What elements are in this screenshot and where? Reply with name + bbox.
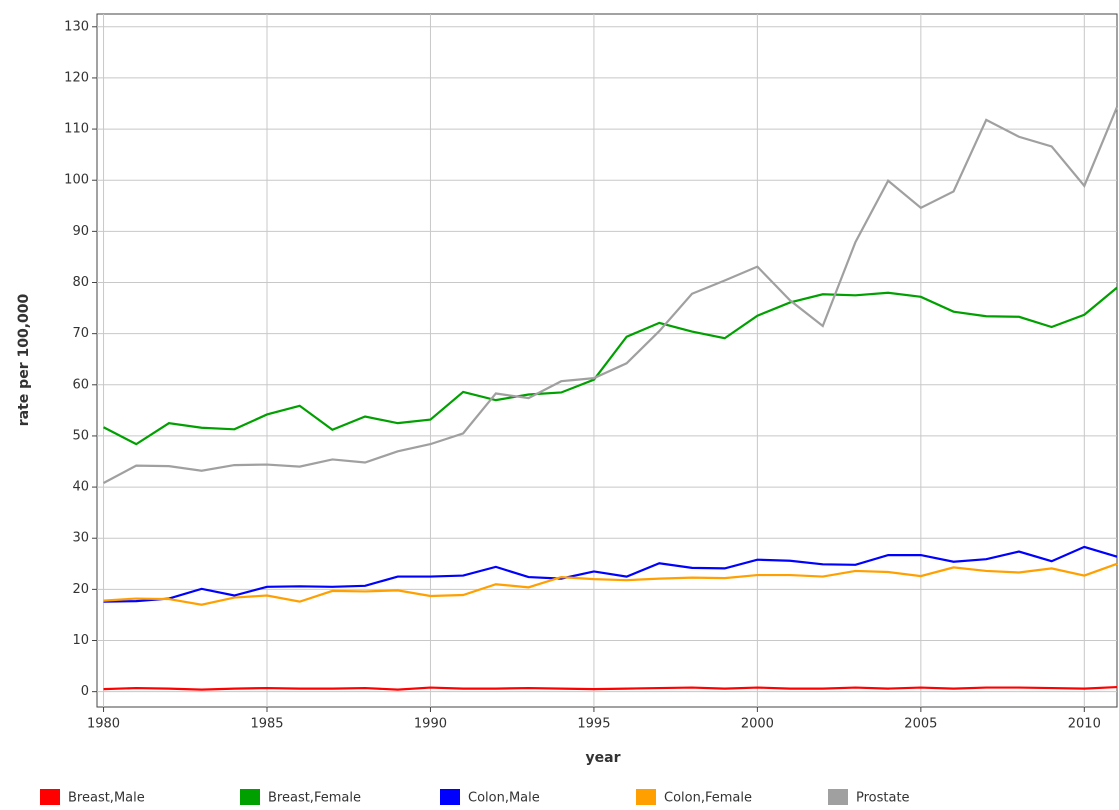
x-tick-label: 2000: [741, 717, 774, 732]
legend-label: Colon,Male: [468, 791, 540, 806]
legend-swatch: [440, 789, 460, 805]
legend-label: Breast,Female: [268, 791, 361, 806]
y-tick-label: 70: [72, 326, 89, 341]
y-tick-label: 80: [72, 275, 89, 290]
plot-area: [96, 13, 1118, 708]
y-tick-label: 30: [72, 531, 89, 546]
y-tick-label: 130: [64, 19, 89, 34]
x-tick-label: 1985: [250, 717, 283, 732]
x-tick-label: 1995: [577, 717, 610, 732]
y-tick-label: 20: [72, 582, 89, 597]
y-tick-label: 40: [72, 480, 89, 495]
series-line: [103, 106, 1119, 484]
legend-swatch: [828, 789, 848, 805]
x-tick-label: 2005: [904, 717, 937, 732]
y-axis-label: rate per 100,000: [16, 294, 32, 427]
y-tick-label: 90: [72, 224, 89, 239]
x-tick-label: 2010: [1068, 717, 1101, 732]
x-tick-label: 1990: [414, 717, 447, 732]
legend-label: Breast,Male: [68, 791, 145, 806]
y-tick-label: 100: [64, 173, 89, 188]
x-tick-label: 1980: [87, 717, 120, 732]
legend-swatch: [240, 789, 260, 805]
x-axis-label: year: [586, 750, 621, 766]
y-tick-label: 10: [72, 633, 89, 648]
series-line: [103, 562, 1118, 606]
series-line: [103, 685, 1118, 691]
legend-swatch: [40, 789, 60, 805]
legend-swatch: [636, 789, 656, 805]
legend-label: Colon,Female: [664, 791, 752, 806]
y-tick-label: 120: [64, 70, 89, 85]
y-tick-label: 60: [72, 377, 89, 392]
y-tick-label: 50: [72, 428, 89, 443]
y-tick-label: 110: [64, 122, 89, 137]
series-line: [103, 286, 1118, 446]
y-tick-label: 0: [81, 684, 89, 699]
series-line: [103, 545, 1118, 603]
legend-label: Prostate: [856, 791, 910, 806]
